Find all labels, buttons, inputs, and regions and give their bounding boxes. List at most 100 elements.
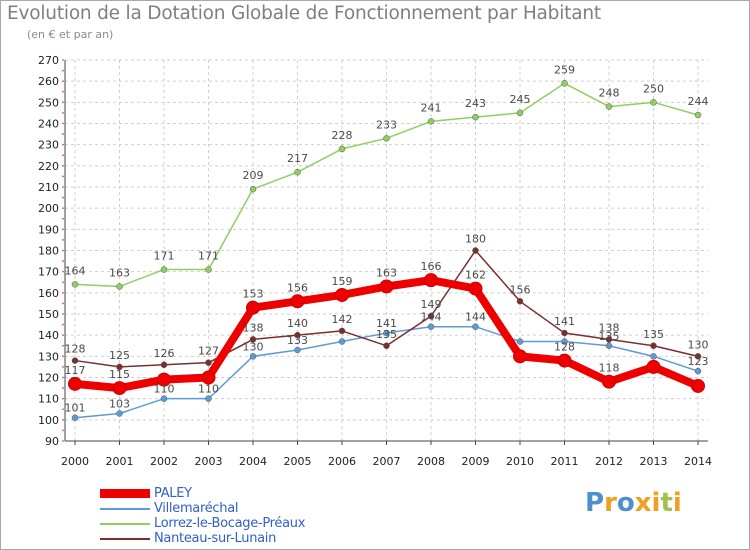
- data-label-lorrez-le-bocage-preaux: 164: [65, 264, 86, 277]
- data-label-lorrez-le-bocage-preaux: 248: [599, 87, 620, 100]
- data-label-paley: 156: [287, 281, 308, 294]
- y-tick-label: 140: [38, 329, 59, 342]
- data-label-villemarechal: 144: [465, 311, 486, 324]
- data-point-paley: [201, 370, 216, 385]
- data-label-nanteau-sur-lunain: 135: [643, 328, 664, 341]
- data-label-lorrez-le-bocage-preaux: 241: [421, 101, 442, 114]
- y-tick-label: 100: [38, 414, 59, 427]
- data-point-nanteau-sur-lunain: [160, 361, 168, 369]
- legend-label: Lorrez-le-Bocage-Préaux: [154, 516, 306, 531]
- data-point-lorrez-le-bocage-preaux: [71, 281, 79, 288]
- y-axis-dot: [62, 101, 64, 104]
- y-tick-label: 180: [38, 245, 59, 258]
- y-axis-dot: [62, 270, 64, 273]
- data-point-villemarechal: [160, 395, 168, 402]
- data-label-nanteau-sur-lunain: 135: [376, 328, 397, 341]
- x-tick-label: 2002: [150, 455, 178, 468]
- x-tick-label: 2011: [551, 455, 579, 468]
- data-point-lorrez-le-bocage-preaux: [160, 266, 168, 273]
- data-point-nanteau-sur-lunain: [561, 329, 568, 337]
- data-label-villemarechal: 110: [198, 383, 219, 396]
- y-axis-dot: [62, 334, 64, 337]
- y-tick-label: 170: [38, 266, 59, 279]
- chart-subtitle: (en € et par an): [27, 28, 114, 41]
- data-label-nanteau-sur-lunain: 142: [332, 313, 353, 326]
- data-point-paley: [246, 300, 260, 315]
- data-label-lorrez-le-bocage-preaux: 171: [198, 250, 219, 263]
- data-point-paley: [290, 294, 305, 309]
- data-point-nanteau-sur-lunain: [294, 331, 301, 339]
- data-point-lorrez-le-bocage-preaux: [516, 109, 524, 117]
- y-tick-label: 190: [38, 223, 59, 236]
- y-axis-dot: [62, 133, 64, 135]
- y-axis-dot: [62, 239, 64, 241]
- y-tick-label: 110: [38, 393, 59, 406]
- y-axis-dot: [62, 69, 64, 72]
- x-tick-label: 2009: [462, 455, 490, 468]
- data-label-nanteau-sur-lunain: 127: [198, 345, 219, 358]
- data-point-paley: [379, 279, 394, 294]
- data-point-villemarechal: [116, 410, 123, 417]
- data-point-nanteau-sur-lunain: [205, 359, 212, 366]
- data-point-villemarechal: [694, 367, 702, 375]
- y-axis-dot: [62, 196, 64, 199]
- y-axis-dot: [62, 344, 64, 347]
- x-tick-label: 2012: [595, 455, 623, 468]
- data-point-lorrez-le-bocage-preaux: [205, 266, 212, 273]
- data-point-villemarechal: [205, 395, 212, 402]
- y-tick-label: 120: [38, 372, 59, 385]
- data-label-villemarechal: 141: [376, 317, 397, 330]
- x-tick-label: 2014: [684, 455, 712, 468]
- data-label-lorrez-le-bocage-preaux: 163: [109, 266, 130, 279]
- y-axis-dot: [62, 323, 64, 326]
- data-label-nanteau-sur-lunain: 149: [421, 298, 442, 311]
- data-point-lorrez-le-bocage-preaux: [694, 111, 702, 119]
- data-label-nanteau-sur-lunain: 125: [109, 349, 130, 362]
- data-point-nanteau-sur-lunain: [472, 247, 479, 254]
- y-axis-dot: [62, 418, 64, 421]
- data-point-lorrez-le-bocage-preaux: [605, 103, 613, 110]
- data-point-paley: [112, 381, 127, 396]
- data-label-paley: 162: [465, 269, 486, 282]
- y-axis-dot: [62, 313, 64, 315]
- data-point-lorrez-le-bocage-preaux: [561, 80, 568, 87]
- data-label-nanteau-sur-lunain: 140: [287, 317, 308, 330]
- y-tick-label: 160: [38, 287, 59, 300]
- data-label-lorrez-le-bocage-preaux: 233: [376, 118, 397, 131]
- y-axis-dot: [62, 429, 64, 432]
- data-point-villemarechal: [516, 338, 524, 345]
- y-axis-dot: [62, 387, 64, 389]
- data-point-lorrez-le-bocage-preaux: [338, 145, 346, 153]
- y-tick-label: 250: [38, 96, 59, 109]
- y-axis-dot: [62, 154, 64, 157]
- data-point-villemarechal: [561, 338, 568, 345]
- x-tick-label: 2010: [506, 455, 534, 468]
- data-point-paley: [557, 353, 572, 368]
- data-point-lorrez-le-bocage-preaux: [294, 168, 301, 176]
- data-label-lorrez-le-bocage-preaux: 250: [643, 82, 664, 95]
- data-label-nanteau-sur-lunain: 156: [510, 283, 531, 296]
- x-tick-label: 2004: [239, 455, 267, 468]
- data-label-villemarechal: 123: [688, 355, 709, 368]
- data-label-villemarechal: 133: [287, 334, 308, 347]
- legend-label: PALEY: [154, 486, 192, 501]
- y-tick-label: 240: [38, 118, 59, 131]
- data-point-paley: [646, 359, 661, 374]
- data-label-villemarechal: 144: [421, 311, 442, 324]
- legend-swatch: [100, 489, 150, 498]
- y-axis-dot: [62, 228, 64, 231]
- data-point-paley: [602, 374, 616, 389]
- data-label-nanteau-sur-lunain: 126: [154, 347, 175, 360]
- legend-swatch: [100, 522, 150, 525]
- data-point-nanteau-sur-lunain: [516, 298, 524, 305]
- data-label-lorrez-le-bocage-preaux: 217: [287, 152, 308, 165]
- y-axis-dot: [62, 355, 64, 358]
- y-tick-label: 130: [38, 350, 59, 363]
- x-tick-label: 2000: [61, 455, 89, 468]
- y-axis-dot: [62, 112, 64, 114]
- data-label-lorrez-le-bocage-preaux: 228: [332, 129, 353, 142]
- data-point-paley: [513, 349, 527, 364]
- data-point-lorrez-le-bocage-preaux: [383, 135, 390, 142]
- data-point-nanteau-sur-lunain: [650, 342, 657, 349]
- y-tick-label: 90: [45, 435, 59, 448]
